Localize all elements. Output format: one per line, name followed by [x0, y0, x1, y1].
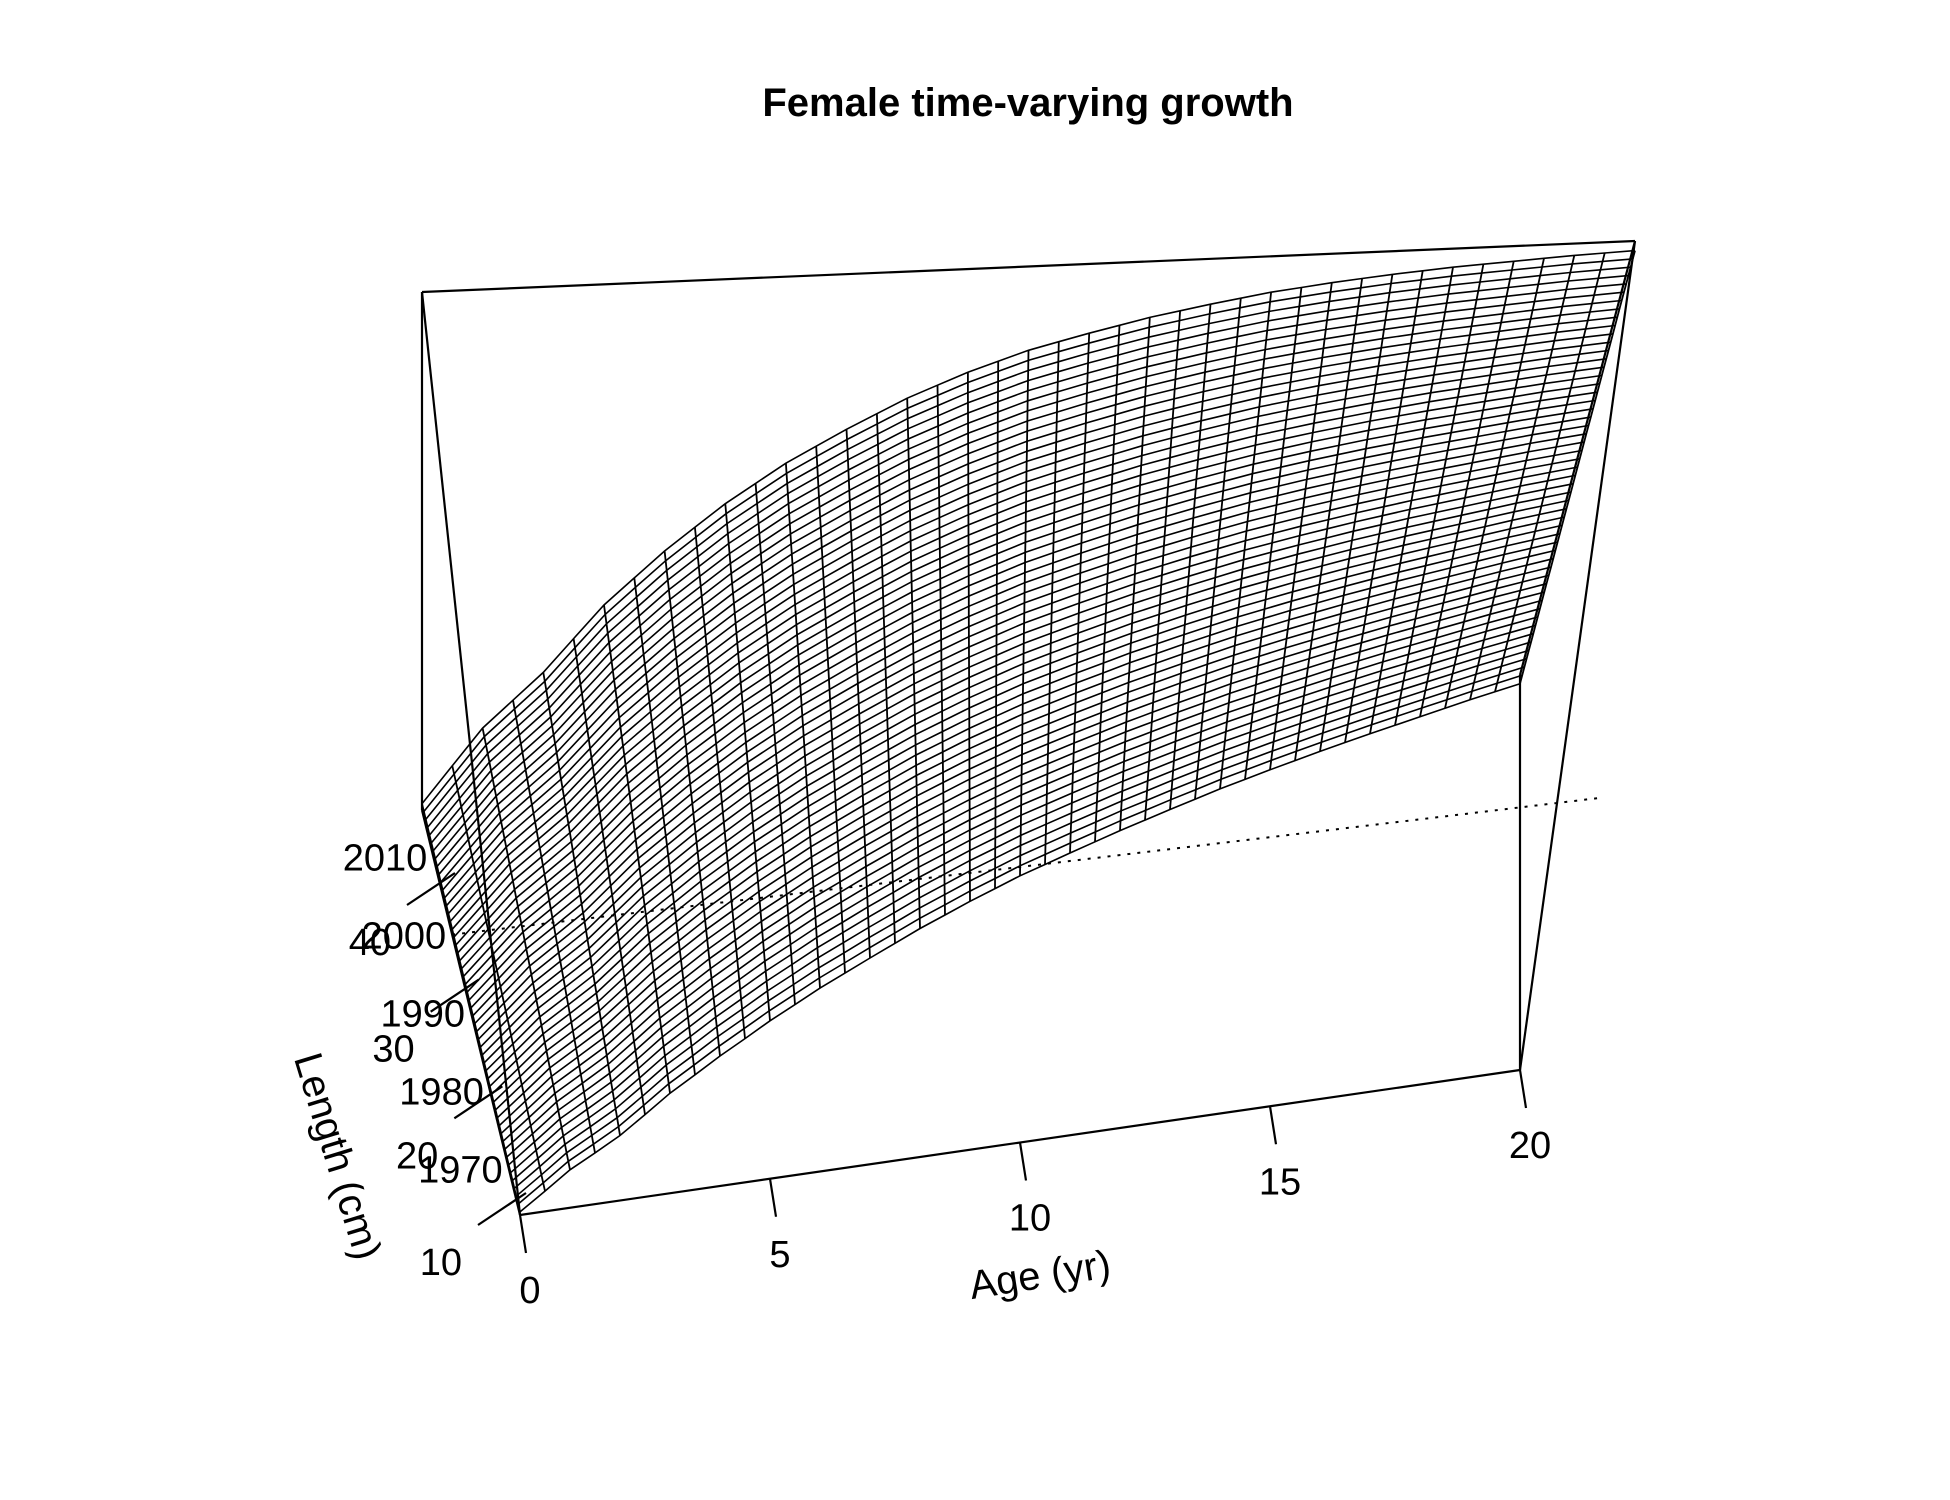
chart-title: Female time-varying growth — [762, 81, 1293, 125]
surface-line — [1344, 270, 1424, 743]
surface-line — [1144, 310, 1181, 821]
z-axis-tick — [453, 1085, 503, 1120]
surface-line — [1369, 267, 1454, 734]
z-axis-tick — [430, 978, 480, 1013]
surface-line — [1119, 317, 1151, 831]
surface-line — [785, 463, 821, 989]
surface-line — [724, 503, 771, 1021]
surface-line — [1044, 341, 1060, 865]
surface-line — [1294, 278, 1363, 761]
surface-mesh — [421, 249, 1636, 1213]
box-edge — [420, 809, 522, 1216]
z-tick-label: 10 — [420, 1242, 462, 1284]
surface-line — [633, 577, 696, 1075]
y-tick-label: 1990 — [380, 994, 465, 1036]
x-axis-tick — [518, 1214, 528, 1254]
surface-line — [500, 599, 1543, 1134]
surface-line — [1244, 287, 1303, 780]
box-edge — [421, 239, 1636, 294]
x-tick-label: 5 — [769, 1234, 790, 1276]
surface-line — [876, 413, 896, 944]
surface-line — [1444, 258, 1545, 709]
x-tick-label: 20 — [1509, 1125, 1551, 1167]
surface-line — [487, 541, 1558, 1080]
surface-line — [1194, 298, 1242, 800]
surface-line — [1169, 304, 1212, 810]
surface-line — [754, 483, 796, 1005]
surface-line — [462, 433, 1587, 977]
reference-line — [452, 796, 1600, 936]
surface-line — [423, 258, 1633, 813]
surface-line — [1219, 292, 1272, 789]
z-axis-tick — [406, 872, 456, 906]
surface-line — [1469, 255, 1576, 701]
surface-line — [994, 361, 1000, 889]
surface-line — [694, 527, 746, 1039]
surface-line — [1094, 325, 1121, 842]
surface-line — [466, 449, 1583, 993]
z-axis-tick — [477, 1192, 527, 1226]
y-tick-label: 2000 — [362, 916, 447, 958]
z-tick-label: 40 — [349, 922, 391, 964]
surface-line — [663, 550, 721, 1057]
surface-line — [845, 429, 871, 959]
z-tick-label: 30 — [372, 1029, 414, 1071]
surface-line — [1419, 261, 1515, 717]
surface-line — [513, 657, 1527, 1190]
box-edge — [1518, 240, 1637, 676]
surface-line — [468, 458, 1580, 1001]
box-edge — [420, 291, 522, 1216]
y-tick-label: 1970 — [418, 1149, 503, 1191]
surface-line — [470, 466, 1578, 1009]
z-tick-label: 20 — [396, 1135, 438, 1177]
surface-line — [515, 666, 1525, 1197]
surface-line — [1069, 333, 1091, 854]
surface-line — [603, 604, 671, 1094]
surface-line — [1269, 282, 1333, 770]
surface-line — [479, 508, 1567, 1048]
x-tick-label: 15 — [1259, 1161, 1301, 1203]
surface-line — [472, 474, 1576, 1017]
surface-line — [1494, 252, 1606, 692]
surface-line — [967, 372, 971, 902]
surface-line — [498, 591, 1545, 1127]
surface-line — [542, 672, 621, 1136]
surface-line — [511, 649, 1530, 1182]
x-axis-tick — [1268, 1106, 1278, 1145]
x-tick-label: 0 — [519, 1270, 540, 1312]
z-axis-label: Length (cm) — [285, 1048, 389, 1265]
surface-line — [936, 385, 946, 916]
surface-line — [512, 700, 596, 1154]
surface-line — [451, 765, 546, 1192]
surface-line — [815, 446, 846, 974]
y-tick-label: 2010 — [343, 838, 428, 880]
surface-line — [1019, 350, 1030, 876]
surface-line — [572, 638, 646, 1115]
box-edge — [1518, 240, 1637, 1071]
x-axis-tick — [1518, 1069, 1528, 1109]
surface-line — [1519, 250, 1636, 684]
x-axis-label: Age (yr) — [966, 1242, 1113, 1308]
bounding-box — [420, 239, 1637, 1217]
surface-line — [906, 398, 921, 929]
x-axis-tick — [768, 1178, 778, 1217]
surface-line — [481, 727, 571, 1170]
surface-line — [421, 249, 1636, 805]
x-axis-tick — [1018, 1142, 1028, 1181]
surface-line — [1319, 274, 1394, 752]
surface-line — [1394, 264, 1485, 726]
y-tick-label: 1980 — [399, 1071, 484, 1113]
x-tick-label: 10 — [1009, 1198, 1051, 1240]
